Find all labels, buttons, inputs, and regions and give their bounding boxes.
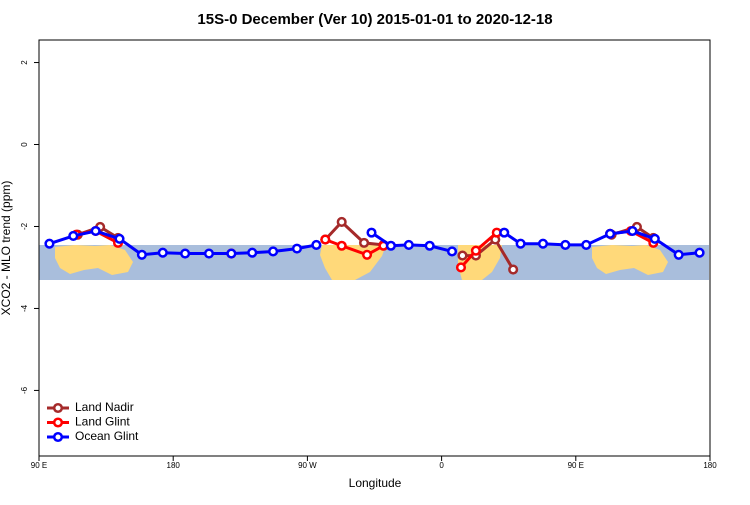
point [649, 233, 660, 244]
legend-marker [52, 417, 64, 428]
point [320, 234, 331, 245]
x-tick-label: 90 E [31, 461, 47, 470]
point [203, 248, 215, 259]
y-tick-label: -4 [20, 304, 29, 312]
point [457, 250, 468, 261]
point [180, 248, 191, 259]
legend-label: Land Glint [75, 415, 130, 429]
x-tick-label: 90 W [298, 461, 317, 470]
y-tick-label: 0 [20, 142, 29, 147]
x-tick-label: 90 E [568, 461, 584, 470]
point [470, 245, 481, 256]
point [44, 238, 55, 249]
legend-marker [52, 431, 64, 443]
y-tick-label: -6 [20, 386, 29, 394]
point [136, 249, 147, 260]
y-tick-label: 2 [20, 60, 29, 65]
y-tick-label: -2 [20, 222, 29, 230]
legend-marker [52, 402, 64, 414]
point [627, 225, 638, 237]
point [336, 240, 347, 251]
point [515, 238, 526, 249]
legend-label: Ocean Glint [75, 429, 139, 443]
point [268, 246, 279, 257]
point [336, 216, 347, 228]
point [361, 249, 373, 260]
point [499, 227, 510, 238]
land [55, 245, 133, 275]
legend-label: Land Nadir [75, 400, 134, 414]
point [537, 238, 549, 249]
point [311, 239, 322, 250]
point [424, 240, 435, 251]
point [226, 248, 237, 259]
point [403, 239, 414, 250]
x-tick-label: 0 [439, 461, 444, 470]
point [90, 225, 101, 237]
chart-title: 15S-0 December (Ver 10) 2015-01-01 to 20… [197, 11, 552, 28]
point [247, 247, 258, 258]
point [385, 240, 396, 251]
point [359, 237, 370, 248]
point [68, 230, 79, 241]
point [673, 249, 684, 260]
x-axis-label: Longitude [349, 476, 402, 490]
point [581, 239, 592, 250]
point [605, 228, 616, 239]
point [366, 227, 377, 238]
y-axis-label: XCO2 - MLO trend (ppm) [0, 181, 13, 316]
point [560, 239, 571, 250]
point [446, 246, 458, 257]
land [458, 245, 502, 280]
point [455, 262, 467, 273]
plot-frame [38, 39, 711, 457]
point [291, 243, 303, 254]
x-tick-label: 180 [703, 461, 717, 470]
point [508, 264, 519, 275]
point [157, 247, 168, 258]
land [592, 245, 668, 275]
point [114, 233, 125, 244]
point [694, 247, 705, 258]
x-tick-label: 180 [167, 461, 181, 470]
